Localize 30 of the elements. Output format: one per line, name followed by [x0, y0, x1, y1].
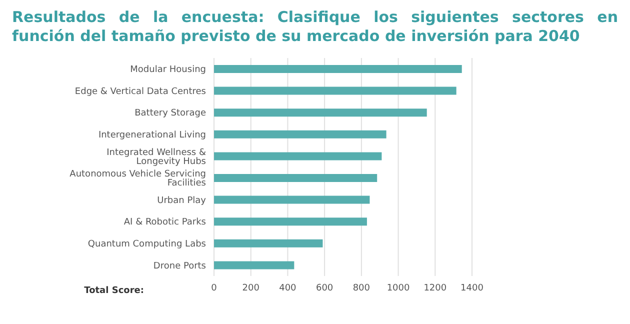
x-tick-label: 400 [279, 283, 297, 294]
bar [214, 239, 323, 248]
x-axis-title: Total Score: [84, 286, 144, 296]
bar [214, 261, 294, 270]
x-tick-label: 1400 [460, 283, 484, 294]
y-tick-label: Battery Storage [134, 108, 206, 119]
y-tick-label: Integrated Wellness & Longevity Hubs [106, 148, 206, 167]
y-tick-label: AI & Robotic Parks [124, 218, 206, 228]
y-tick-label: Urban Play [157, 196, 207, 206]
y-tick-label: Edge & Vertical Data Centres [74, 86, 206, 97]
bar [214, 130, 386, 138]
x-tick-label: 200 [242, 283, 260, 294]
x-tick-label: 800 [352, 283, 370, 294]
bar [214, 174, 378, 182]
bar [214, 108, 427, 117]
x-tick-label: 0 [211, 283, 218, 294]
bar [214, 65, 462, 73]
y-tick-label: Modular Housing [130, 65, 206, 76]
bar [214, 218, 367, 226]
y-tick-label: Intergenerational Living [98, 130, 206, 140]
y-tick-label: Quantum Computing Labs [88, 239, 206, 250]
x-tick-label: 1000 [386, 283, 410, 294]
bar [214, 152, 382, 160]
chart-title: Resultados de la encuesta: Clasifique los siguientes sectores en función del tamaño previsto de su mercado de inversión para 2040 [12, 8, 618, 46]
bar [214, 196, 370, 204]
bar [214, 86, 456, 95]
y-tick-label: Autonomous Vehicle Servicing Facilities [70, 170, 206, 189]
y-tick-label: Drone Ports [153, 261, 206, 272]
x-tick-label: 1200 [424, 283, 447, 294]
x-tick-label: 600 [316, 283, 334, 294]
